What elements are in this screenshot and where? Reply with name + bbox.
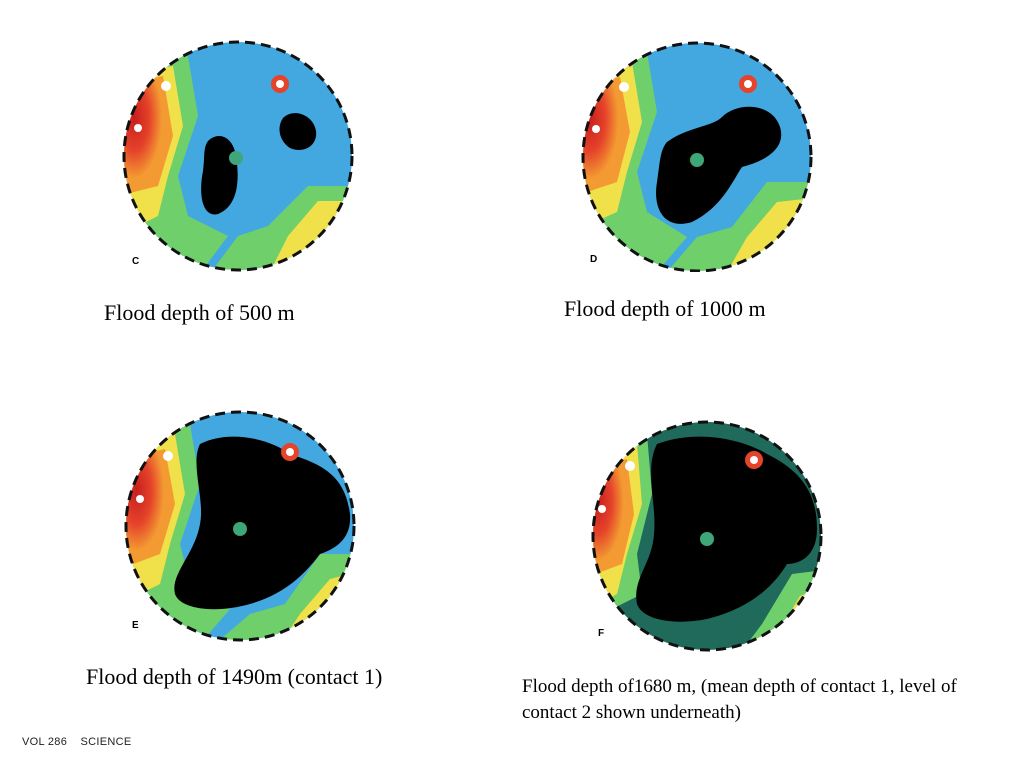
volume-label: VOL 286 — [22, 736, 68, 748]
journal-footer: VOL 286 SCIENCE — [22, 736, 131, 748]
panel-letter: E — [132, 620, 139, 631]
panel-letter: F — [598, 628, 604, 639]
polar-topography-map: D — [581, 41, 813, 272]
caption-panel-e: Flood depth of 1490m (contact 1) — [86, 664, 383, 689]
caption-panel-d: Flood depth of 1000 m — [564, 296, 766, 321]
journal-name: SCIENCE — [80, 736, 132, 748]
map-panel-d: D — [572, 32, 822, 272]
polar-topography-map: F — [591, 420, 823, 652]
map-panel-e: E — [120, 404, 370, 644]
polar-topography-map: C — [122, 40, 354, 272]
panel-letter: C — [132, 256, 139, 267]
map-panel-f: F — [582, 414, 832, 664]
polar-topography-map: E — [124, 410, 356, 642]
map-panel-c: C — [118, 36, 368, 276]
caption-panel-c: Flood depth of 500 m — [104, 300, 295, 325]
panel-letter: D — [590, 254, 597, 265]
caption-panel-f: Flood depth of1680 m, (mean depth of con… — [522, 676, 957, 723]
